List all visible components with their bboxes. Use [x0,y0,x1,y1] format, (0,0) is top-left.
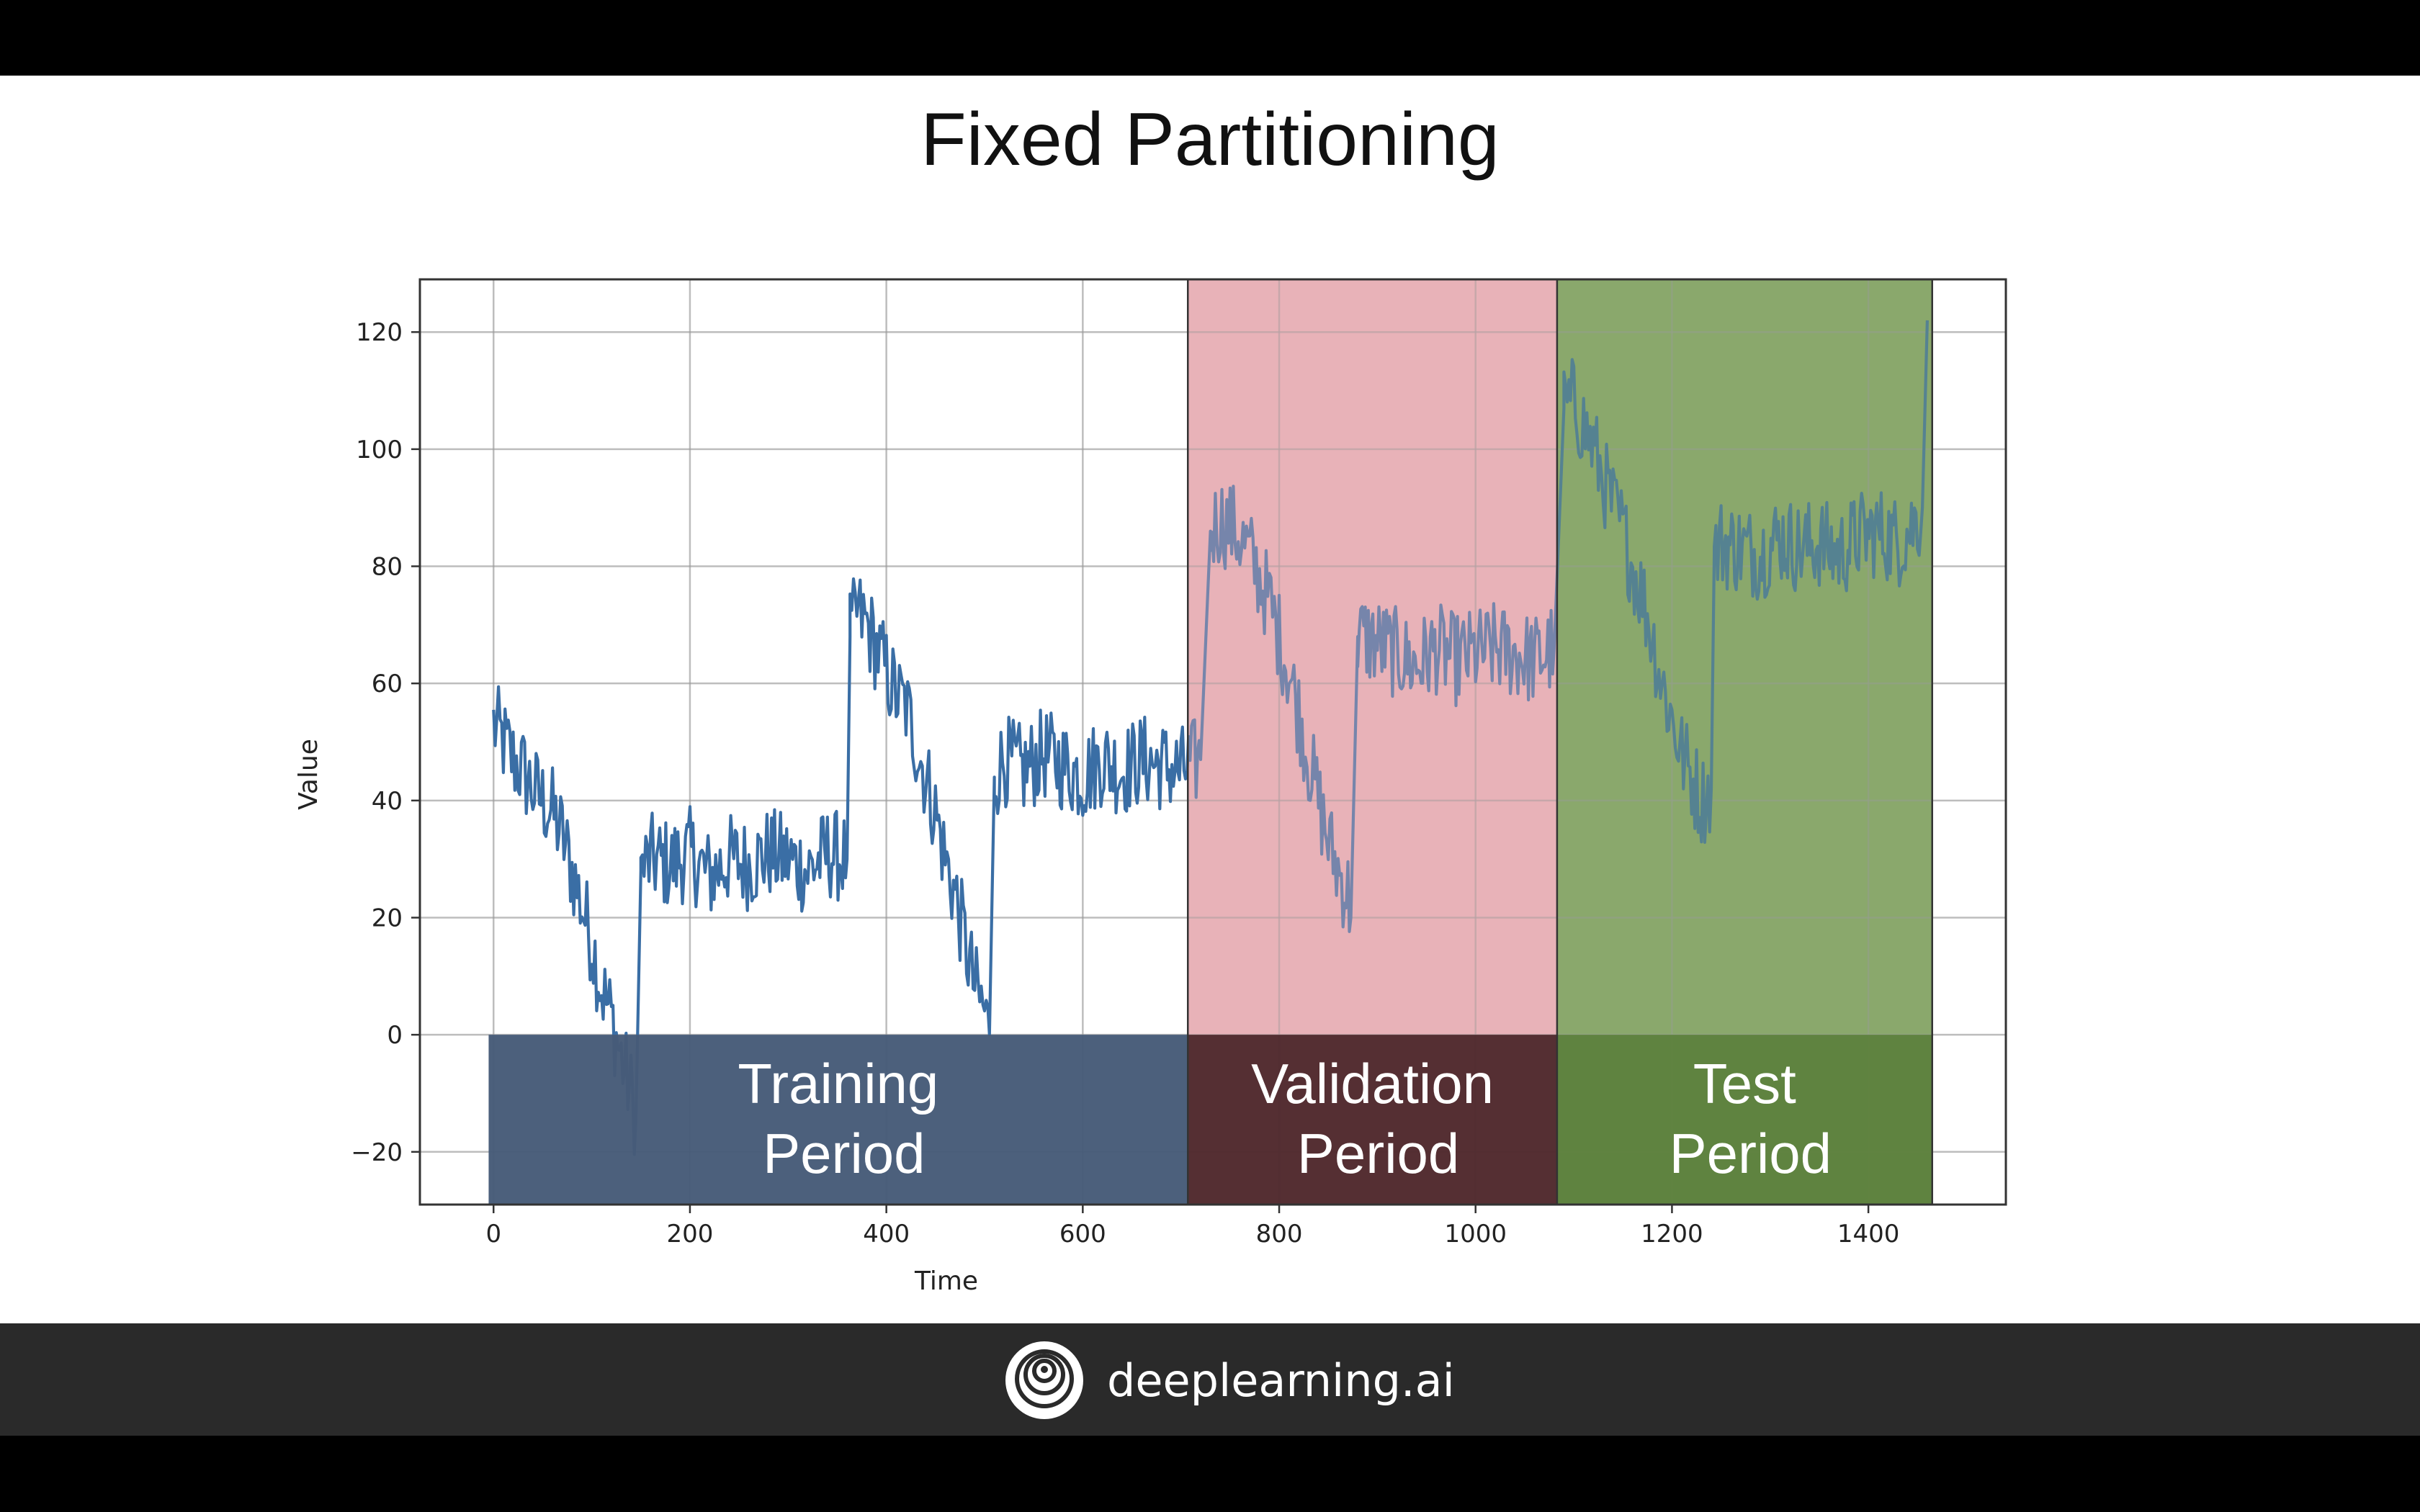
y-axis-label: Value [294,739,323,810]
x-tick-label-3: 600 [1059,1220,1106,1248]
brand-name: deeplearning.ai [1107,1354,1455,1407]
x-tick-label-5: 1000 [1444,1220,1507,1248]
x-tick-label-7: 1400 [1837,1220,1900,1248]
brand[interactable]: deeplearning.ai [1005,1341,1455,1420]
period-box-training [488,1035,1188,1205]
period-tint-test [1556,279,1932,1035]
y-tick-label-1: 0 [387,1021,403,1050]
time-series-chart: Training Period Validation Period Test Period… [294,278,2007,1296]
x-tick-label-0: 0 [485,1220,501,1248]
period-label-test-line1: Test [1693,1052,1796,1115]
y-tick-label-3: 40 [372,787,403,816]
x-tick-label-4: 800 [1256,1220,1303,1248]
y-tick-label-4: 60 [372,670,403,698]
y-tick-label-0: −20 [351,1138,403,1167]
period-label-validation-line1: Validation [1251,1052,1494,1115]
period-box-test [1556,1035,1932,1205]
period-label-training-line2: Period [763,1122,925,1185]
slide: Fixed Partitioning Training Period Validat… [0,76,2420,1323]
period-label-validation-line2: Period [1297,1122,1459,1185]
x-tick-label-1: 200 [667,1220,714,1248]
period-tint-validation [1188,279,1557,1035]
y-tick-label-5: 80 [372,553,403,582]
y-tick-label-2: 20 [372,904,403,932]
x-tick-label-2: 400 [863,1220,910,1248]
period-box-validation [1188,1035,1557,1205]
x-tick-label-6: 1200 [1641,1220,1703,1248]
plot-frame [418,278,2007,1206]
period-label-training-line1: Training [738,1052,938,1115]
y-tick-label-6: 100 [356,436,403,464]
y-tick-label-7: 120 [356,318,403,347]
footer-bar: deeplearning.ai [0,1323,2420,1436]
series-line [492,320,1929,1156]
deeplearning-logo-icon [1005,1341,1083,1419]
period-label-test-line2: Period [1670,1122,1832,1185]
slide-title: Fixed Partitioning [920,98,1500,181]
x-axis-label: Time [914,1266,978,1296]
